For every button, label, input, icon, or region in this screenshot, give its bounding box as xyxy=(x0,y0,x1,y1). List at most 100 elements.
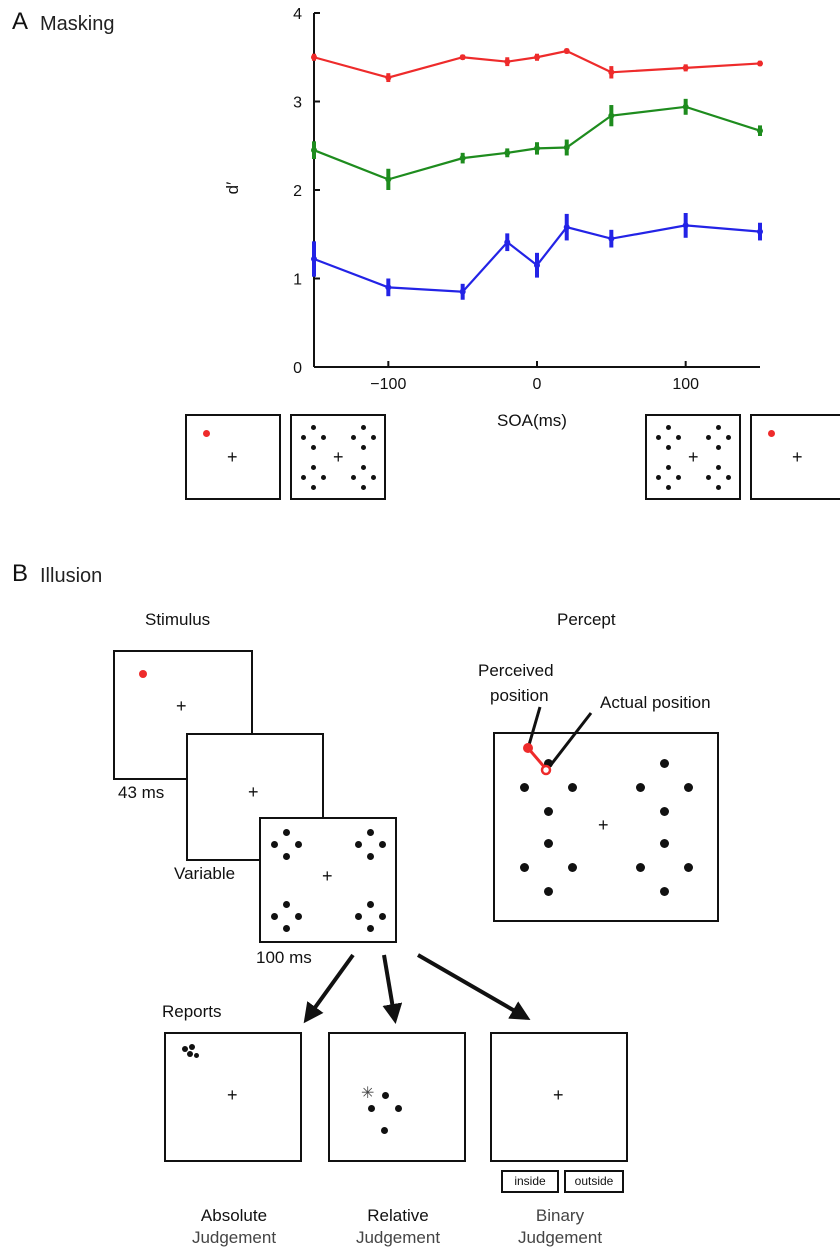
data-point xyxy=(563,144,570,151)
mask-dot xyxy=(715,444,721,450)
report-title-binary: Binary Judgement xyxy=(490,1205,630,1249)
mask-dot xyxy=(567,862,577,872)
mask-dot xyxy=(725,474,731,480)
data-point xyxy=(534,262,540,269)
fixation-cross: + xyxy=(598,815,609,835)
masking-chart: 0 1 2 3 4 −100 0 100 d′ SOA(ms) xyxy=(223,6,763,430)
mask-dot xyxy=(378,912,386,920)
perceived-position-label: Perceived position xyxy=(478,658,578,708)
x-tick-label: 100 xyxy=(672,376,699,393)
data-point xyxy=(563,224,570,231)
fixation-cross: + xyxy=(227,447,238,467)
y-tick-label: 1 xyxy=(293,272,302,289)
perceived-position-line1: Perceived xyxy=(478,661,554,680)
mask-dot xyxy=(300,434,306,440)
report-title-relative: Relative Judgement xyxy=(328,1205,468,1249)
mask-dot xyxy=(665,464,671,470)
red-target-dot xyxy=(768,430,775,437)
mask-dot xyxy=(294,912,302,920)
percept-frame: + xyxy=(493,732,719,922)
relative-dot xyxy=(368,1105,375,1112)
inside-button[interactable]: inside xyxy=(501,1170,559,1193)
mask-dot xyxy=(366,852,374,860)
report-arrow-relative xyxy=(382,954,403,1024)
mask-dot xyxy=(705,434,711,440)
mask-dot xyxy=(675,434,681,440)
fixation-cross: + xyxy=(553,1085,564,1105)
fixation-cross: + xyxy=(322,866,333,886)
mask-dot xyxy=(543,806,553,816)
mask-frame-target-left: + xyxy=(185,414,281,500)
mask-dot xyxy=(294,840,302,848)
report-title-line2: Judgement xyxy=(517,1228,603,1247)
fixation-cross: + xyxy=(227,1085,238,1105)
data-point xyxy=(608,235,615,242)
fixation-cross: + xyxy=(248,782,259,802)
panel-a-letter: A xyxy=(12,8,29,35)
mask-dot xyxy=(366,900,374,908)
fixation-cross: + xyxy=(688,447,699,467)
mask-dot xyxy=(567,782,577,792)
chart-axes: 0 1 2 3 4 −100 0 100 xyxy=(293,6,760,393)
mask-dot xyxy=(635,782,645,792)
panel-b-letter: B xyxy=(12,560,29,587)
data-point xyxy=(385,284,392,291)
mask-dot xyxy=(519,862,529,872)
data-point xyxy=(608,69,615,76)
mask-dot xyxy=(360,484,366,490)
mask-dot xyxy=(310,444,316,450)
mask-dot xyxy=(366,924,374,932)
y-tick-label: 3 xyxy=(293,95,302,112)
fixation-cross: + xyxy=(333,447,344,467)
report-arrow-binary xyxy=(416,953,531,1021)
mask-dot xyxy=(659,758,669,768)
panel-b-title: Illusion xyxy=(40,565,103,587)
data-point xyxy=(534,145,540,152)
data-point xyxy=(504,149,511,156)
data-point xyxy=(757,127,763,134)
percept-label: Percept xyxy=(557,610,616,629)
mask-dot xyxy=(282,828,290,836)
data-point xyxy=(682,103,689,110)
data-point xyxy=(682,64,689,71)
reports-label: Reports xyxy=(162,1002,222,1021)
data-point xyxy=(534,54,540,61)
mask-dot xyxy=(675,474,681,480)
cursor-star-icon: ✳ xyxy=(361,1085,375,1102)
red-target-dot xyxy=(139,670,147,678)
report-arrow-absolute xyxy=(303,953,355,1024)
duration-blank: Variable xyxy=(174,864,236,883)
data-point xyxy=(385,74,392,81)
fixation-cross: + xyxy=(792,447,803,467)
mask-dot xyxy=(310,484,316,490)
mask-dot xyxy=(659,838,669,848)
mask-dot xyxy=(655,474,661,480)
fixation-cross: + xyxy=(176,696,187,716)
mask-dot xyxy=(370,474,376,480)
data-point xyxy=(563,48,570,55)
stimulus-frame-mask: + xyxy=(259,817,397,943)
mask-dot xyxy=(655,434,661,440)
mask-dot xyxy=(360,464,366,470)
mask-dot xyxy=(360,424,366,430)
mask-dot xyxy=(665,444,671,450)
outside-button[interactable]: outside xyxy=(564,1170,624,1193)
data-point xyxy=(311,147,317,154)
mask-dot xyxy=(715,464,721,470)
perceived-position-line2: position xyxy=(490,686,549,705)
mask-dot xyxy=(350,434,356,440)
y-tick-label: 4 xyxy=(293,6,302,23)
mask-dot xyxy=(715,484,721,490)
data-point xyxy=(504,239,511,246)
mask-dot xyxy=(270,840,278,848)
data-point xyxy=(608,112,615,119)
report-title-line1: Relative xyxy=(367,1206,429,1225)
mask-dot xyxy=(665,484,671,490)
report-frame-relative: ✳ xyxy=(328,1032,466,1162)
x-axis-label: SOA(ms) xyxy=(497,411,567,430)
mask-dot xyxy=(635,862,645,872)
mask-dot xyxy=(543,758,553,768)
mask-dot xyxy=(320,434,326,440)
data-point xyxy=(311,256,317,263)
y-tick-label: 0 xyxy=(293,360,302,377)
